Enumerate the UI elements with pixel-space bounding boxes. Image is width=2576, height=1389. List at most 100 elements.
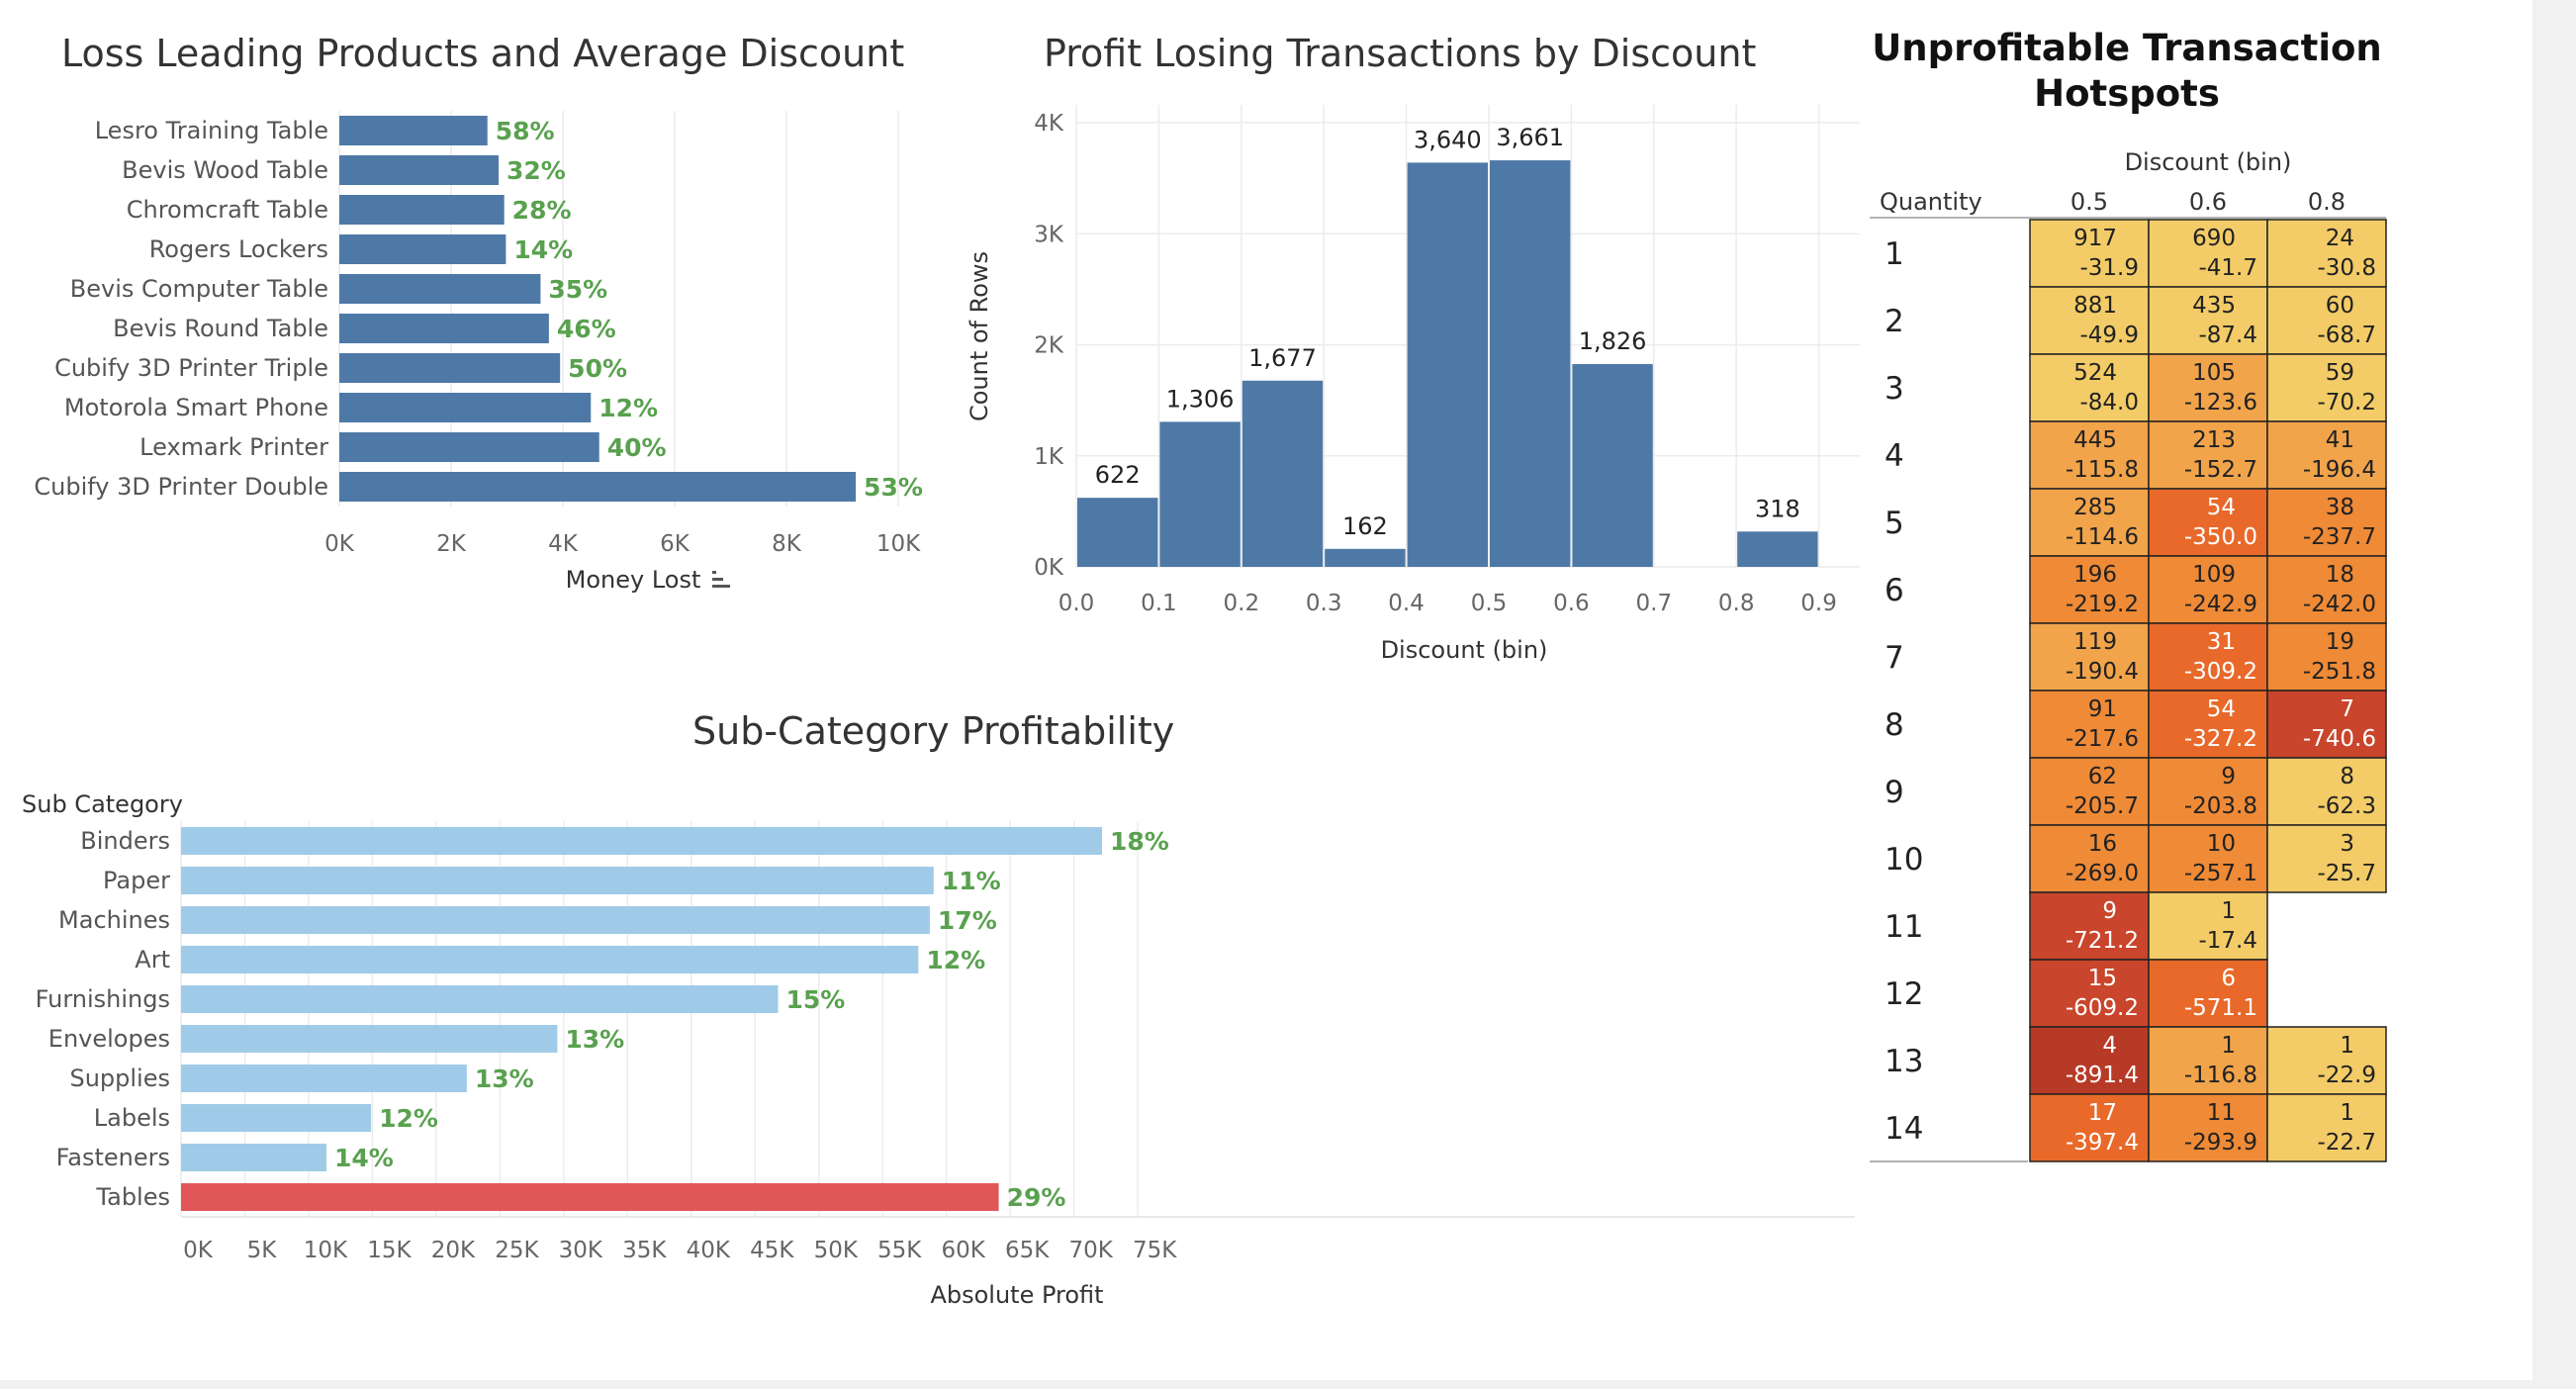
bar[interactable] xyxy=(339,116,488,145)
bar[interactable] xyxy=(181,1144,327,1171)
bar[interactable] xyxy=(339,195,505,225)
quantity-label: 1 xyxy=(1885,236,1904,272)
discount-histogram-chart[interactable]: 0K 1K 2K 3K 4K 0.0 0.1 0.2 0.3 0.4 0.5 0.6 0.7 0.8 0.9… xyxy=(0,0,1880,693)
heatmap-cell[interactable] xyxy=(2266,690,2387,759)
bar[interactable] xyxy=(339,393,592,422)
loss-products-chart[interactable]: 0K 2K 4K 6K 8K 10K Lesro Training Table 58% Bevi… xyxy=(0,0,950,613)
x-tick-label: 25K xyxy=(495,1238,539,1263)
heatmap-cell[interactable] xyxy=(2148,959,2268,1028)
y-tick-label: 3K xyxy=(1034,222,1064,247)
hotspots-title: Unprofitable Transaction Hotspots xyxy=(1872,27,2382,115)
heatmap-cell[interactable] xyxy=(2148,488,2268,557)
cell-count: 19 xyxy=(2326,629,2354,655)
x-tick-label: 0.7 xyxy=(1636,591,1673,616)
loss-products-title: Loss Leading Products and Average Discou… xyxy=(61,32,905,75)
heatmap-cell[interactable] xyxy=(2148,1093,2268,1162)
heatmap-cell[interactable] xyxy=(2029,555,2150,624)
bar[interactable] xyxy=(1572,364,1653,567)
bar[interactable] xyxy=(181,946,919,973)
heatmap-cell[interactable] xyxy=(2148,690,2268,759)
quantity-label: 8 xyxy=(1885,707,1904,743)
heatmap-cell[interactable] xyxy=(2266,286,2387,355)
bar[interactable] xyxy=(1159,421,1241,567)
bar[interactable] xyxy=(1737,531,1818,567)
bar[interactable] xyxy=(339,314,549,343)
heatmap-cell[interactable] xyxy=(2266,1026,2387,1095)
subcategory-label: Fasteners xyxy=(56,1144,170,1171)
bar[interactable] xyxy=(181,1104,372,1132)
cell-count: 8 xyxy=(2340,764,2354,789)
x-tick-label: 15K xyxy=(367,1238,412,1263)
bar[interactable] xyxy=(181,867,934,894)
heatmap-cell[interactable] xyxy=(2029,824,2150,893)
cell-profit: -196.4 xyxy=(2303,457,2376,483)
heatmap-cell[interactable] xyxy=(2266,219,2387,288)
bar[interactable] xyxy=(339,472,857,502)
heatmap-cell[interactable] xyxy=(2266,824,2387,893)
heatmap-cell[interactable] xyxy=(2148,286,2268,355)
heatmap-cell[interactable] xyxy=(2148,1026,2268,1095)
product-label: Cubify 3D Printer Double xyxy=(34,473,328,501)
bar[interactable] xyxy=(1325,548,1406,567)
heatmap-cell[interactable] xyxy=(2266,420,2387,490)
cell-profit: -269.0 xyxy=(2066,861,2139,886)
hotspots-heatmap[interactable]: Discount (bin)Quantity 0.5 0.6 0.81 917-31.9… xyxy=(0,0,2394,1187)
bar[interactable] xyxy=(181,1025,558,1053)
heatmap-cell[interactable] xyxy=(2148,622,2268,692)
subcategory-label: Supplies xyxy=(69,1065,170,1092)
heatmap-cell[interactable] xyxy=(2148,353,2268,422)
bar[interactable] xyxy=(181,827,1103,855)
subcategory-chart[interactable]: 0K 5K 10K 15K 20K 25K 30K 35K 40K 45K 50K 55K 60K 65K… xyxy=(0,0,1880,1336)
x-tick-label: 20K xyxy=(431,1238,476,1263)
bar[interactable] xyxy=(339,155,500,185)
bar[interactable] xyxy=(181,1065,467,1092)
bar[interactable] xyxy=(181,1183,999,1211)
heatmap-cell[interactable] xyxy=(2029,757,2150,826)
cell-profit: -257.1 xyxy=(2184,861,2257,886)
heatmap-cell[interactable] xyxy=(2148,219,2268,288)
bar-value-label: 3,640 xyxy=(1414,126,1482,153)
x-tick-label: 10K xyxy=(304,1238,348,1263)
heatmap-cell[interactable] xyxy=(2029,690,2150,759)
heatmap-cell[interactable] xyxy=(2029,286,2150,355)
subcategory-label: Envelopes xyxy=(48,1025,170,1053)
bar[interactable] xyxy=(1490,160,1571,568)
heatmap-cell[interactable] xyxy=(2148,555,2268,624)
bar[interactable] xyxy=(181,906,930,934)
heatmap-cell[interactable] xyxy=(2266,622,2387,692)
heatmap-cell[interactable] xyxy=(2029,891,2150,961)
cell-profit: -205.7 xyxy=(2066,793,2139,819)
bar[interactable] xyxy=(339,234,506,264)
bar[interactable] xyxy=(1242,380,1324,567)
y-tick-label: 4K xyxy=(1034,111,1064,137)
bar[interactable] xyxy=(339,432,599,462)
margin-label: 12% xyxy=(926,946,985,974)
bar[interactable] xyxy=(1407,162,1488,567)
cell-profit: -17.4 xyxy=(2198,928,2257,954)
heatmap-cell[interactable] xyxy=(2029,353,2150,422)
heatmap-cell[interactable] xyxy=(2029,488,2150,557)
heatmap-cell[interactable] xyxy=(2029,959,2150,1028)
discount-label: 40% xyxy=(607,433,667,462)
heatmap-cell[interactable] xyxy=(2266,488,2387,557)
bar[interactable] xyxy=(1077,498,1158,567)
sort-descending-icon[interactable] xyxy=(712,571,730,588)
quantity-label: 3 xyxy=(1885,371,1904,407)
heatmap-cell[interactable] xyxy=(2266,1093,2387,1162)
cell-profit: -114.6 xyxy=(2066,524,2139,550)
heatmap-cell[interactable] xyxy=(2029,219,2150,288)
heatmap-cell[interactable] xyxy=(2266,757,2387,826)
bar[interactable] xyxy=(181,985,779,1013)
heatmap-cell[interactable] xyxy=(2266,555,2387,624)
heatmap-cell[interactable] xyxy=(2029,1093,2150,1162)
heatmap-cell[interactable] xyxy=(2266,353,2387,422)
column-label: 0.8 xyxy=(2308,188,2346,216)
quantity-label: 14 xyxy=(1885,1111,1923,1147)
heatmap-cell[interactable] xyxy=(2148,420,2268,490)
bar[interactable] xyxy=(339,274,541,304)
quantity-label: 9 xyxy=(1885,775,1904,810)
bar[interactable] xyxy=(339,353,561,383)
x-tick-label: 6K xyxy=(660,531,690,557)
margin-label: 14% xyxy=(334,1144,394,1172)
cell-profit: -251.8 xyxy=(2303,659,2376,685)
